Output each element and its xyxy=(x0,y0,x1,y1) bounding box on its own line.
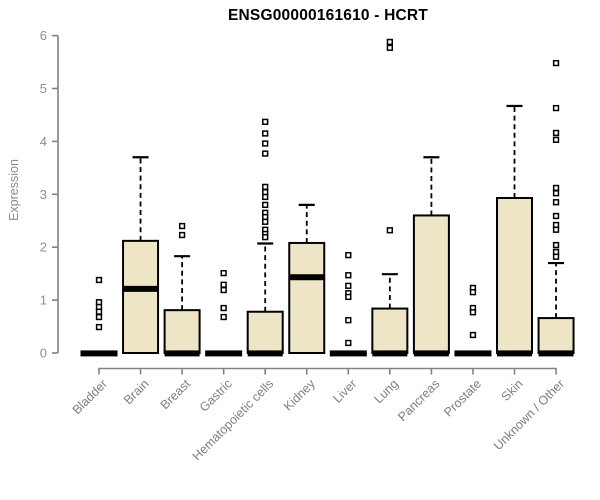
x-category-label: Pancreas xyxy=(395,377,442,424)
outlier-lung xyxy=(386,227,394,234)
box-skin xyxy=(496,197,533,354)
outlier-hematopoietic-cells xyxy=(262,140,269,147)
x-category-label: Liver xyxy=(330,377,359,406)
outlier-prostate xyxy=(469,331,477,339)
x-category-label: Breast xyxy=(158,376,194,412)
outlier-unknown-other xyxy=(552,184,560,192)
outlier-lung xyxy=(386,38,394,46)
median-prostate xyxy=(454,350,492,357)
x-category-label: Gastric xyxy=(197,377,235,415)
outlier-gastric xyxy=(220,304,227,312)
box-brain xyxy=(122,239,160,355)
box-pancreas xyxy=(412,214,450,354)
outlier-unknown-other xyxy=(552,212,560,220)
outlier-hematopoietic-cells xyxy=(262,193,269,201)
median-unknown-other xyxy=(538,350,574,357)
box-breast xyxy=(163,309,201,354)
outlier-breast xyxy=(178,231,186,239)
y-tick-label: 6 xyxy=(40,28,47,43)
median-brain xyxy=(123,285,159,292)
box-hematopoietic-cells xyxy=(246,310,284,355)
outlier-hematopoietic-cells xyxy=(262,201,269,209)
outlier-unknown-other xyxy=(552,253,560,260)
outlier-liver xyxy=(345,272,352,279)
outlier-unknown-other xyxy=(552,104,560,112)
outlier-liver xyxy=(345,282,352,289)
outlier-unknown-other xyxy=(552,129,560,137)
y-tick-label: 0 xyxy=(40,346,47,361)
outlier-bladder xyxy=(95,308,103,315)
box-kidney xyxy=(288,241,326,354)
median-skin xyxy=(497,350,532,357)
x-category-label: Unknown / Other xyxy=(491,377,567,453)
outlier-unknown-other xyxy=(552,241,560,249)
median-liver xyxy=(329,350,367,357)
median-breast xyxy=(164,350,200,357)
outlier-bladder xyxy=(95,313,103,321)
x-category-label: Hematopoietic cells xyxy=(190,377,277,464)
chart-title: ENSG00000161610 - HCRT xyxy=(228,7,428,24)
outlier-prostate xyxy=(469,309,477,316)
outlier-bladder xyxy=(95,323,103,331)
outlier-hematopoietic-cells xyxy=(262,118,269,125)
outlier-lung xyxy=(386,44,394,51)
outlier-liver xyxy=(345,293,352,301)
y-tick-label: 5 xyxy=(40,81,47,96)
outlier-hematopoietic-cells xyxy=(262,130,269,137)
outlier-hematopoietic-cells xyxy=(262,233,269,241)
outlier-breast xyxy=(178,222,186,230)
x-category-label: Brain xyxy=(121,377,152,408)
box-unknown-other xyxy=(537,317,575,354)
y-tick-label: 4 xyxy=(40,134,47,149)
y-tick-label: 1 xyxy=(40,293,47,308)
y-tick-label: 3 xyxy=(40,187,47,202)
outlier-bladder xyxy=(95,276,103,284)
outlier-hematopoietic-cells xyxy=(262,150,269,157)
median-bladder xyxy=(80,350,118,357)
outlier-unknown-other xyxy=(552,190,560,197)
x-category-label: Kidney xyxy=(281,376,318,413)
x-category-label: Bladder xyxy=(70,377,110,417)
outlier-liver xyxy=(345,317,352,324)
x-category-label: Skin xyxy=(499,377,526,404)
median-hematopoietic-cells xyxy=(247,350,283,357)
x-category-label: Lung xyxy=(371,377,401,407)
outlier-unknown-other xyxy=(552,226,560,233)
median-gastric xyxy=(205,350,243,357)
x-category-label: Prostate xyxy=(441,377,484,420)
outlier-gastric xyxy=(220,286,227,294)
y-tick-label: 2 xyxy=(40,240,47,255)
outlier-hematopoietic-cells xyxy=(262,183,269,191)
median-kidney xyxy=(289,274,325,281)
outlier-liver xyxy=(345,339,352,347)
outlier-gastric xyxy=(220,313,227,321)
box-lung xyxy=(371,307,409,354)
outlier-hematopoietic-cells xyxy=(262,218,269,225)
outlier-unknown-other xyxy=(552,59,560,67)
outlier-unknown-other xyxy=(552,199,560,206)
median-pancreas xyxy=(413,350,449,357)
outlier-unknown-other xyxy=(552,136,560,143)
outlier-gastric xyxy=(220,281,227,288)
outlier-prostate xyxy=(469,289,477,296)
median-lung xyxy=(372,350,408,357)
outlier-liver xyxy=(345,251,352,259)
outlier-gastric xyxy=(220,269,227,277)
